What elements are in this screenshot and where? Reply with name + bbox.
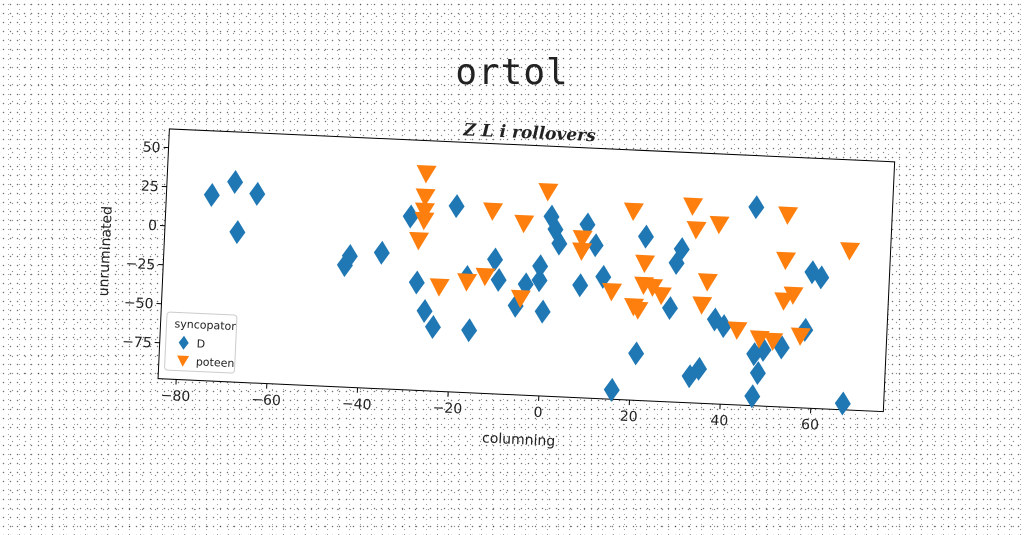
y-tick-label: 50	[142, 139, 161, 156]
x-tick-label: −80	[160, 388, 190, 405]
x-tick-label: 20	[619, 409, 638, 426]
legend-entry-label: D	[196, 337, 205, 350]
chart-title: Z L i rollovers	[462, 120, 597, 146]
x-tick-label: 0	[533, 405, 543, 421]
x-tick-label: 40	[710, 413, 729, 430]
x-tick-label: 60	[801, 417, 820, 434]
x-tick-label: −60	[251, 392, 281, 409]
x-tick-label: −40	[342, 396, 372, 413]
x-tick-label: −20	[432, 400, 462, 417]
x-axis-label: columning	[482, 430, 556, 449]
y-tick-label: 25	[141, 179, 160, 196]
y-tick-label: 0	[148, 218, 158, 234]
y-tick-label: −50	[124, 295, 154, 312]
plot-area	[158, 129, 895, 412]
legend-entry-label: poteen	[196, 355, 235, 370]
y-tick-label: −25	[125, 256, 155, 273]
legend-title: syncopator	[174, 317, 236, 333]
y-tick-label: −75	[122, 334, 152, 351]
y-axis-label: unruminated	[96, 206, 116, 297]
